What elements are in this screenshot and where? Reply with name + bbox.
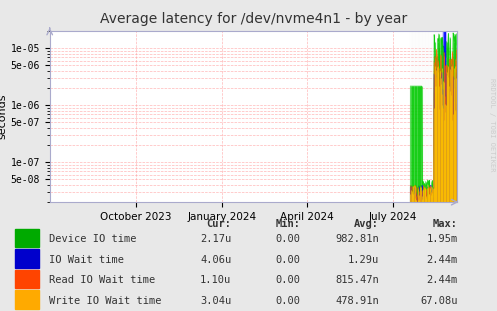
Text: 3.04u: 3.04u bbox=[200, 296, 231, 306]
Text: 1.10u: 1.10u bbox=[200, 275, 231, 285]
Text: 1.95m: 1.95m bbox=[426, 234, 458, 244]
Text: 478.91n: 478.91n bbox=[335, 296, 379, 306]
Text: Write IO Wait time: Write IO Wait time bbox=[49, 296, 162, 306]
Text: 0.00: 0.00 bbox=[275, 234, 300, 244]
Text: 2.17u: 2.17u bbox=[200, 234, 231, 244]
Text: 1.29u: 1.29u bbox=[348, 255, 379, 265]
Text: 67.08u: 67.08u bbox=[420, 296, 458, 306]
Text: Min:: Min: bbox=[275, 219, 300, 229]
Text: Read IO Wait time: Read IO Wait time bbox=[49, 275, 156, 285]
Text: 0.00: 0.00 bbox=[275, 255, 300, 265]
Y-axis label: seconds: seconds bbox=[0, 94, 8, 139]
Text: RRDTOOL / TOBI OETIKER: RRDTOOL / TOBI OETIKER bbox=[489, 78, 495, 171]
FancyBboxPatch shape bbox=[15, 229, 39, 247]
Text: 0.00: 0.00 bbox=[275, 275, 300, 285]
Text: 0.00: 0.00 bbox=[275, 296, 300, 306]
Text: 4.06u: 4.06u bbox=[200, 255, 231, 265]
Text: IO Wait time: IO Wait time bbox=[49, 255, 124, 265]
Text: 2.44m: 2.44m bbox=[426, 275, 458, 285]
Title: Average latency for /dev/nvme4n1 - by year: Average latency for /dev/nvme4n1 - by ye… bbox=[100, 12, 407, 26]
Text: Cur:: Cur: bbox=[206, 219, 231, 229]
Text: Avg:: Avg: bbox=[354, 219, 379, 229]
FancyBboxPatch shape bbox=[15, 249, 39, 268]
Text: Device IO time: Device IO time bbox=[49, 234, 137, 244]
FancyBboxPatch shape bbox=[15, 290, 39, 309]
FancyBboxPatch shape bbox=[15, 270, 39, 288]
Text: 2.44m: 2.44m bbox=[426, 255, 458, 265]
Text: 982.81n: 982.81n bbox=[335, 234, 379, 244]
Text: Max:: Max: bbox=[432, 219, 458, 229]
Text: 815.47n: 815.47n bbox=[335, 275, 379, 285]
